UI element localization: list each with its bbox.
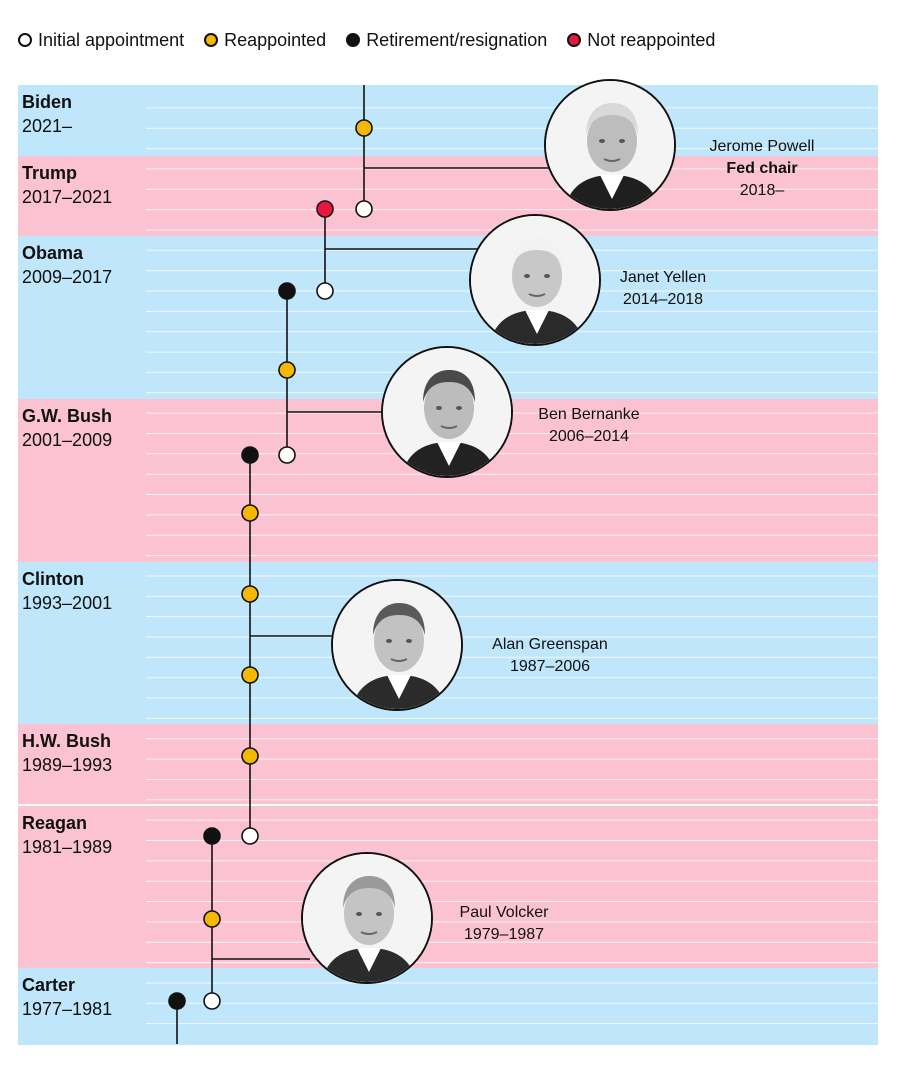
red-circle-icon — [567, 33, 582, 47]
white-circle-icon — [18, 33, 32, 47]
chair-term: 2014–2018 — [622, 291, 704, 308]
retirement-dot — [203, 827, 221, 845]
chair-name: Alan Greenspan — [492, 636, 608, 653]
portrait-photo — [381, 346, 513, 478]
president-term: 2021– — [22, 116, 73, 136]
chair-name: Jerome Powell — [709, 138, 815, 155]
portrait-illustration — [333, 581, 461, 709]
retirement-dot — [168, 992, 186, 1010]
president-label: Reagan 1981–1989 — [22, 811, 112, 859]
chair-term: 1987–2006 — [509, 658, 591, 675]
reappointed-dot — [355, 119, 373, 137]
portrait-photo — [331, 579, 463, 711]
chair-name: Janet Yellen — [619, 269, 707, 286]
band-h-w-bush — [18, 724, 878, 805]
president-label: Trump 2017–2021 — [22, 161, 112, 209]
legend-label: Reappointed — [224, 29, 327, 50]
chair-label: Alan Greenspan 1987–2006 — [460, 634, 640, 678]
president-label: H.W. Bush 1989–1993 — [22, 729, 112, 777]
legend-label: Not reappointed — [587, 29, 716, 50]
legend-not-reappointed: Not reappointed — [567, 30, 715, 51]
president-term: 1993–2001 — [22, 593, 113, 613]
reappointed-dot — [241, 585, 259, 603]
reappointed-dot — [203, 910, 221, 928]
initial-appointment-dot — [316, 282, 334, 300]
president-term: 2001–2009 — [22, 430, 113, 450]
chair-role: Fed chair — [726, 160, 798, 177]
portrait-photo — [469, 214, 601, 346]
president-term: 1989–1993 — [22, 755, 113, 775]
band-carter — [18, 968, 878, 1045]
president-name: Clinton — [22, 569, 84, 589]
legend-initial-appointment: Initial appointment — [18, 30, 184, 51]
president-label: G.W. Bush 2001–2009 — [22, 404, 112, 452]
initial-appointment-dot — [355, 200, 373, 218]
reappointed-dot — [241, 747, 259, 765]
president-name: H.W. Bush — [22, 731, 111, 751]
president-term: 1981–1989 — [22, 837, 113, 857]
retirement-dot — [278, 282, 296, 300]
portrait-illustration — [546, 81, 674, 209]
legend-label: Initial appointment — [38, 29, 185, 50]
band-reagan — [18, 806, 878, 968]
chair-label: Paul Volcker 1979–1987 — [414, 902, 594, 946]
black-circle-icon — [346, 33, 361, 47]
reappointed-dot — [241, 666, 259, 684]
president-label: Obama 2009–2017 — [22, 241, 112, 289]
portrait-illustration — [471, 216, 599, 344]
retirement-dot — [241, 446, 259, 464]
chair-label: Jerome Powell Fed chair 2018– — [672, 136, 852, 202]
president-name: G.W. Bush — [22, 406, 112, 426]
reappointed-dot — [278, 361, 296, 379]
president-name: Biden — [22, 92, 73, 112]
legend: Initial appointment Reappointed Retireme… — [18, 26, 735, 54]
president-label: Clinton 1993–2001 — [22, 567, 112, 615]
chair-term: 1979–1987 — [463, 926, 545, 943]
president-name: Carter — [22, 975, 76, 995]
portrait-photo — [544, 79, 676, 211]
portrait-illustration — [383, 348, 511, 476]
portrait-illustration — [303, 854, 431, 982]
legend-reappointed: Reappointed — [204, 30, 326, 51]
chair-term: 2006–2014 — [548, 428, 630, 445]
president-name: Trump — [22, 163, 78, 183]
reappointed-dot — [241, 504, 259, 522]
chair-name: Paul Volcker — [459, 904, 549, 921]
initial-appointment-dot — [241, 827, 259, 845]
initial-appointment-dot — [203, 992, 221, 1010]
chair-name: Ben Bernanke — [538, 406, 640, 423]
president-term: 2009–2017 — [22, 267, 113, 287]
yellow-circle-icon — [204, 33, 219, 47]
legend-retirement: Retirement/resignation — [346, 30, 547, 51]
president-term: 1977–1981 — [22, 999, 113, 1019]
legend-label: Retirement/resignation — [366, 29, 548, 50]
chair-label: Janet Yellen 2014–2018 — [573, 267, 753, 311]
president-name: Reagan — [22, 813, 88, 833]
not-reappointed-dot — [316, 200, 334, 218]
initial-appointment-dot — [278, 446, 296, 464]
chair-label: Ben Bernanke 2006–2014 — [499, 404, 679, 448]
president-label: Carter 1977–1981 — [22, 973, 112, 1021]
chair-term: 2018– — [739, 182, 785, 199]
president-label: Biden 2021– — [22, 90, 72, 138]
portrait-photo — [301, 852, 433, 984]
band-biden — [18, 85, 878, 156]
president-name: Obama — [22, 243, 84, 263]
president-term: 2017–2021 — [22, 187, 113, 207]
